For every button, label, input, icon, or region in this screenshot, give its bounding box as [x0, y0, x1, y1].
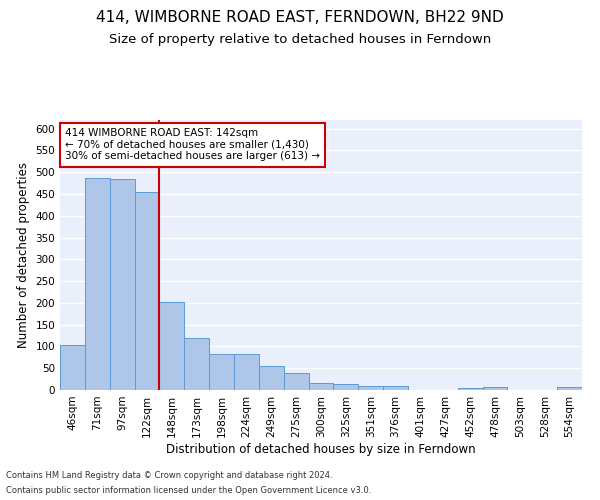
Y-axis label: Number of detached properties: Number of detached properties [17, 162, 30, 348]
Bar [209, 354, 234, 390]
Bar [557, 388, 582, 390]
Bar [358, 386, 383, 390]
Text: 414 WIMBORNE ROAD EAST: 142sqm
← 70% of detached houses are smaller (1,430)
30% : 414 WIMBORNE ROAD EAST: 142sqm ← 70% of … [65, 128, 320, 162]
Bar [160, 302, 184, 390]
Bar [284, 372, 308, 390]
Bar [308, 384, 334, 390]
Bar [110, 179, 134, 390]
Bar [234, 354, 259, 390]
Bar [60, 344, 85, 390]
Bar [482, 388, 508, 390]
Bar [184, 338, 209, 390]
Text: Contains public sector information licensed under the Open Government Licence v3: Contains public sector information licen… [6, 486, 371, 495]
Text: Size of property relative to detached houses in Ferndown: Size of property relative to detached ho… [109, 32, 491, 46]
Text: 414, WIMBORNE ROAD EAST, FERNDOWN, BH22 9ND: 414, WIMBORNE ROAD EAST, FERNDOWN, BH22 … [96, 10, 504, 25]
Text: Distribution of detached houses by size in Ferndown: Distribution of detached houses by size … [166, 442, 476, 456]
Bar [259, 366, 284, 390]
Bar [334, 384, 358, 390]
Text: Contains HM Land Registry data © Crown copyright and database right 2024.: Contains HM Land Registry data © Crown c… [6, 471, 332, 480]
Bar [134, 192, 160, 390]
Bar [85, 178, 110, 390]
Bar [458, 388, 482, 390]
Bar [383, 386, 408, 390]
